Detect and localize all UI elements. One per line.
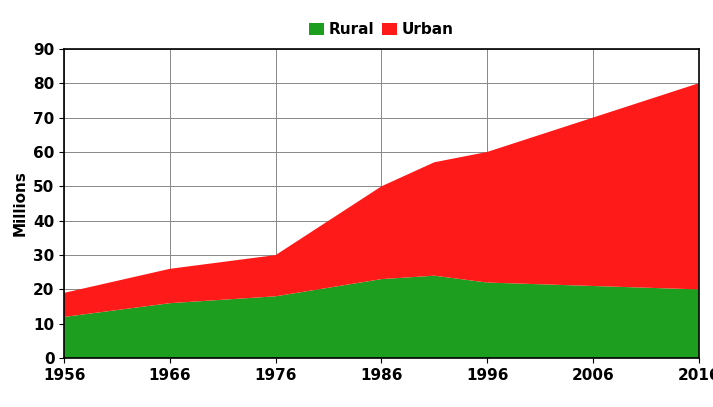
Y-axis label: Millions: Millions (13, 171, 28, 236)
Legend: Rural, Urban: Rural, Urban (303, 16, 460, 44)
